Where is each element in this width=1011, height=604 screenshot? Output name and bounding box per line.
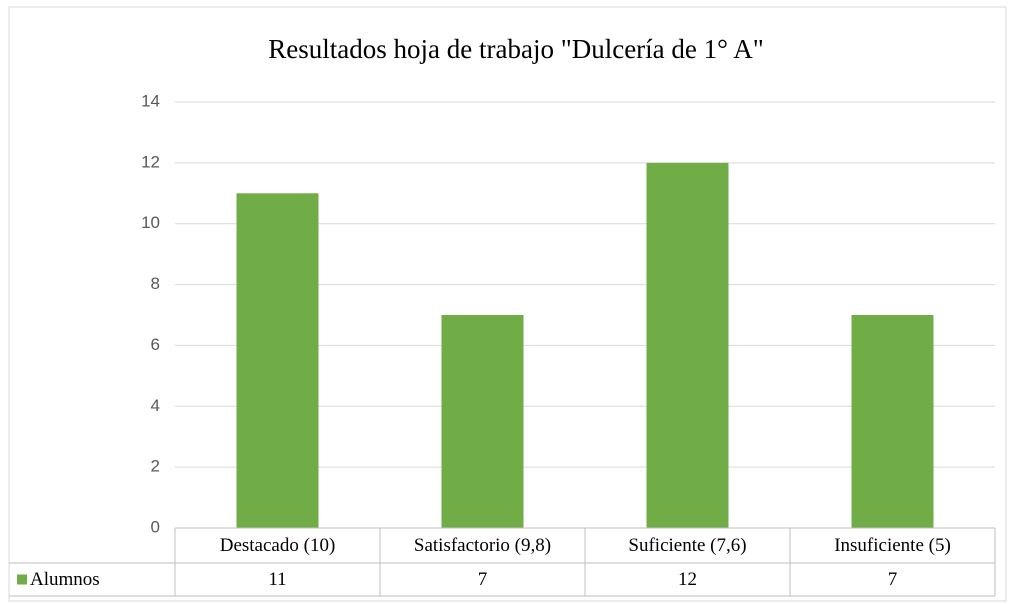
x-tick-label: Insuficiente (5) xyxy=(834,535,951,556)
bar xyxy=(646,162,729,528)
y-tick-label: 12 xyxy=(141,152,160,171)
y-tick-label: 0 xyxy=(151,517,160,536)
table-value: 7 xyxy=(478,569,488,590)
table-value: 7 xyxy=(888,569,898,590)
x-tick-label: Satisfactorio (9,8) xyxy=(414,535,551,556)
bar xyxy=(441,315,524,528)
table-value: 11 xyxy=(268,569,286,590)
table-value: 12 xyxy=(678,569,697,590)
y-tick-label: 2 xyxy=(151,457,160,476)
legend-key xyxy=(17,574,27,585)
y-tick-label: 14 xyxy=(141,91,160,110)
y-tick-label: 4 xyxy=(151,396,160,415)
y-tick-label: 8 xyxy=(151,274,160,293)
y-tick-label: 6 xyxy=(151,335,160,354)
x-tick-label: Suficiente (7,6) xyxy=(628,535,746,556)
chart-title: Resultados hoja de trabajo "Dulcería de … xyxy=(268,34,763,64)
bar xyxy=(851,315,934,528)
x-tick-label: Destacado (10) xyxy=(220,535,336,556)
legend-label: Alumnos xyxy=(30,569,100,590)
y-tick-label: 10 xyxy=(141,213,160,232)
bar xyxy=(236,193,319,529)
